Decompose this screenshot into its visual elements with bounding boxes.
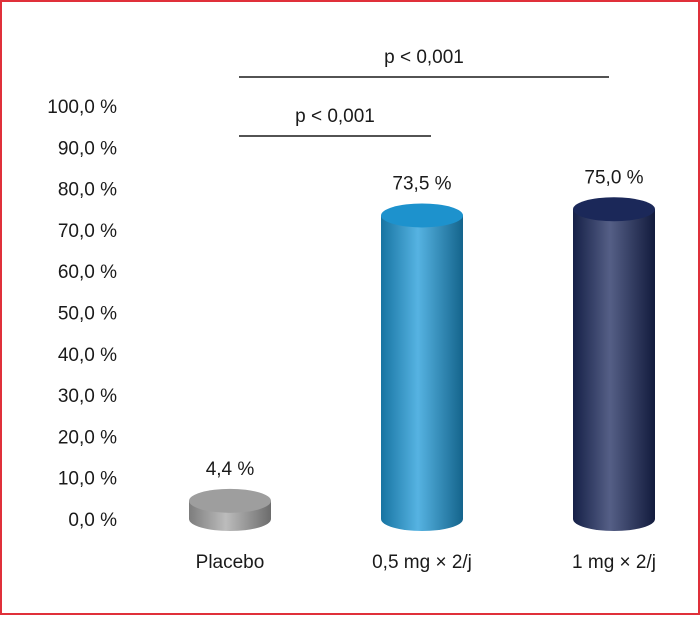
- y-tick-label: 10,0 %: [58, 469, 117, 490]
- value-label: 4,4 %: [206, 459, 255, 480]
- bars: [189, 197, 655, 531]
- bar: [189, 488, 271, 531]
- bar-top: [573, 197, 655, 222]
- y-tick-label: 50,0 %: [58, 304, 117, 325]
- category-label: 0,5 mg × 2/j: [372, 552, 472, 573]
- category-label: Placebo: [196, 552, 265, 573]
- category-label: 1 mg × 2/j: [572, 552, 656, 573]
- bar-top: [189, 488, 271, 513]
- bar: [381, 203, 463, 531]
- y-tick-label: 90,0 %: [58, 138, 117, 159]
- value-labels: 4,4 % 73,5 % 75,0 %: [206, 167, 644, 480]
- bar-body: [381, 215, 463, 531]
- y-tick-label: 60,0 %: [58, 262, 117, 283]
- y-tick-label: 100,0 %: [47, 97, 117, 118]
- value-label: 75,0 %: [584, 167, 643, 188]
- p-value-label: p < 0,001: [384, 47, 464, 68]
- y-axis-ticks: 0,0 % 10,0 % 20,0 % 30,0 % 40,0 % 50,0 % 60,0 …: [47, 97, 117, 531]
- significance-bracket: p < 0,001: [239, 47, 609, 78]
- significance-annotations: p < 0,001 p < 0,001: [239, 47, 609, 137]
- y-tick-label: 80,0 %: [58, 180, 117, 201]
- bar: [573, 197, 655, 531]
- y-tick-label: 30,0 %: [58, 386, 117, 407]
- p-value-label: p < 0,001: [295, 106, 375, 127]
- x-axis-labels: Placebo 0,5 mg × 2/j 1 mg × 2/j: [196, 552, 656, 573]
- bar-top: [381, 203, 463, 228]
- y-tick-label: 20,0 %: [58, 427, 117, 448]
- y-tick-label: 70,0 %: [58, 221, 117, 242]
- significance-bracket: p < 0,001: [239, 106, 431, 137]
- value-label: 73,5 %: [392, 173, 451, 194]
- y-tick-label: 40,0 %: [58, 345, 117, 366]
- bar-body: [573, 209, 655, 531]
- y-tick-label: 0,0 %: [68, 510, 117, 531]
